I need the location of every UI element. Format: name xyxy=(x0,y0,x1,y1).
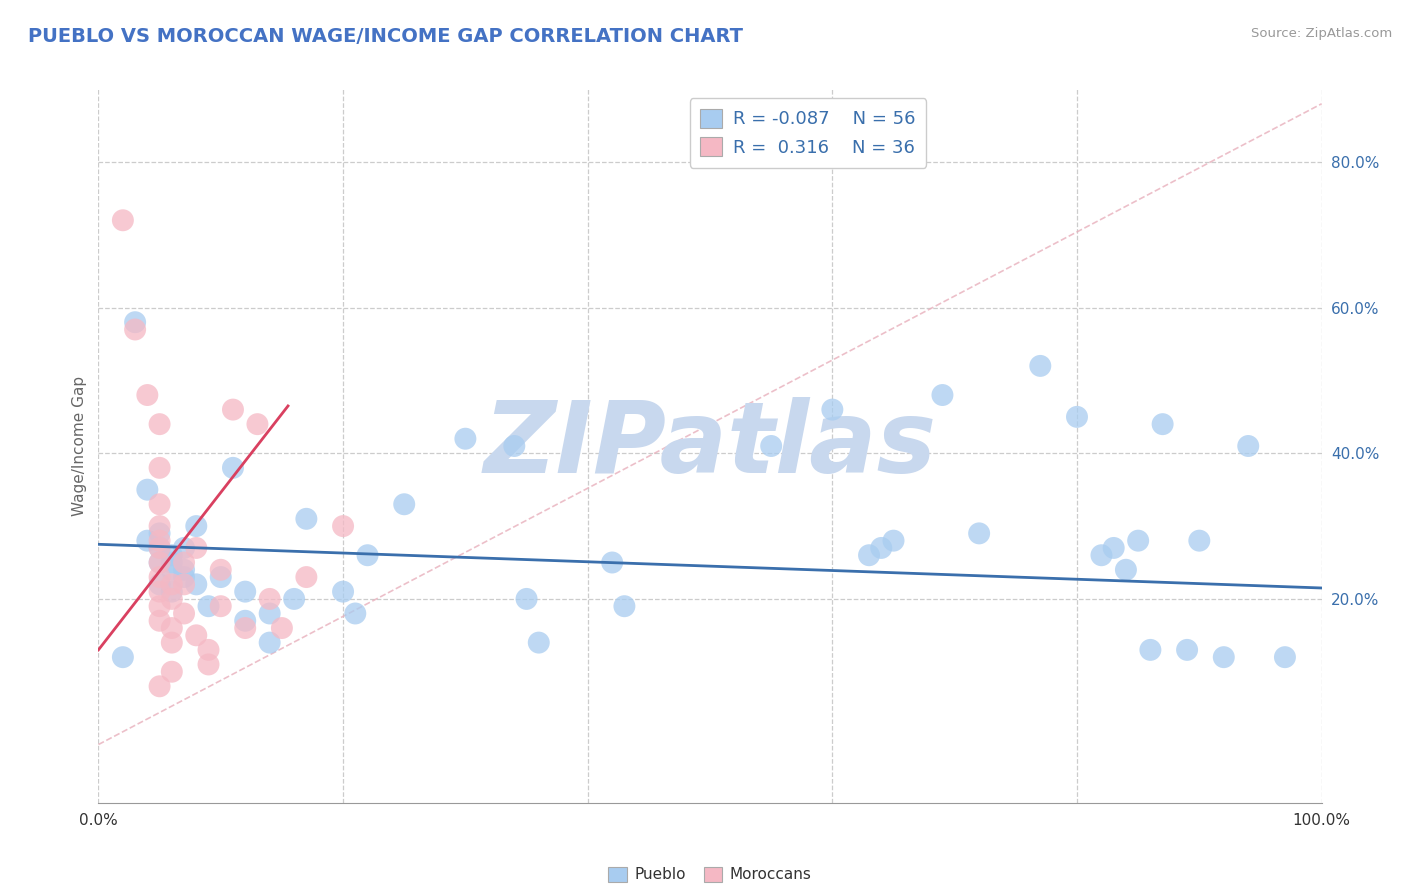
Point xyxy=(173,577,195,591)
Point xyxy=(136,533,159,548)
Point xyxy=(149,541,172,555)
Point xyxy=(197,643,219,657)
Point xyxy=(173,570,195,584)
Point xyxy=(222,402,245,417)
Point xyxy=(761,439,783,453)
Point xyxy=(295,512,318,526)
Point xyxy=(149,519,172,533)
Point xyxy=(173,556,195,570)
Point xyxy=(454,432,477,446)
Point xyxy=(1274,650,1296,665)
Point xyxy=(124,322,146,336)
Point xyxy=(515,591,537,606)
Point xyxy=(1212,650,1234,665)
Point xyxy=(233,621,256,635)
Point xyxy=(149,533,172,548)
Point xyxy=(136,388,159,402)
Point xyxy=(160,621,183,635)
Point xyxy=(149,570,172,584)
Point xyxy=(160,591,183,606)
Point xyxy=(160,635,183,649)
Point xyxy=(870,541,893,555)
Point xyxy=(613,599,636,614)
Point xyxy=(503,439,526,453)
Point xyxy=(186,541,208,555)
Point xyxy=(209,570,232,584)
Point xyxy=(233,584,256,599)
Point xyxy=(197,657,219,672)
Point xyxy=(1102,541,1125,555)
Point xyxy=(160,665,183,679)
Point xyxy=(259,607,281,621)
Point xyxy=(149,460,172,475)
Point xyxy=(186,519,208,533)
Point xyxy=(967,526,990,541)
Point xyxy=(270,621,294,635)
Point xyxy=(160,577,183,591)
Point xyxy=(149,584,172,599)
Point xyxy=(1128,533,1150,548)
Point xyxy=(332,519,354,533)
Point xyxy=(1066,409,1088,424)
Point xyxy=(259,591,281,606)
Point xyxy=(149,599,172,614)
Point xyxy=(1115,563,1137,577)
Point xyxy=(1139,643,1161,657)
Point xyxy=(259,635,281,649)
Point xyxy=(356,548,378,562)
Point xyxy=(111,213,134,227)
Point xyxy=(1237,439,1260,453)
Text: ZIPatlas: ZIPatlas xyxy=(484,398,936,494)
Point xyxy=(111,650,134,665)
Text: PUEBLO VS MOROCCAN WAGE/INCOME GAP CORRELATION CHART: PUEBLO VS MOROCCAN WAGE/INCOME GAP CORRE… xyxy=(28,27,744,45)
Point xyxy=(344,607,367,621)
Point xyxy=(149,556,172,570)
Point xyxy=(209,599,232,614)
Point xyxy=(295,570,318,584)
Point xyxy=(149,679,172,693)
Point xyxy=(527,635,550,649)
Point xyxy=(332,584,354,599)
Point xyxy=(160,548,183,562)
Point xyxy=(283,591,305,606)
Legend: Pueblo, Moroccans: Pueblo, Moroccans xyxy=(602,861,818,888)
Point xyxy=(197,599,219,614)
Point xyxy=(186,577,208,591)
Point xyxy=(1029,359,1052,373)
Point xyxy=(149,417,172,432)
Point xyxy=(149,614,172,628)
Point xyxy=(160,556,183,570)
Point xyxy=(209,563,232,577)
Point xyxy=(136,483,159,497)
Point xyxy=(149,541,172,555)
Point xyxy=(233,614,256,628)
Point xyxy=(160,563,183,577)
Point xyxy=(1188,533,1211,548)
Point xyxy=(173,541,195,555)
Y-axis label: Wage/Income Gap: Wage/Income Gap xyxy=(72,376,87,516)
Point xyxy=(858,548,880,562)
Point xyxy=(149,577,172,591)
Point xyxy=(1090,548,1112,562)
Point xyxy=(600,556,623,570)
Point xyxy=(931,388,953,402)
Point xyxy=(1175,643,1198,657)
Point xyxy=(392,497,416,511)
Point xyxy=(173,563,195,577)
Point xyxy=(222,460,245,475)
Point xyxy=(149,497,172,511)
Point xyxy=(160,584,183,599)
Point xyxy=(173,607,195,621)
Point xyxy=(149,556,172,570)
Point xyxy=(124,315,146,329)
Point xyxy=(1152,417,1174,432)
Point xyxy=(883,533,905,548)
Point xyxy=(821,402,844,417)
Point xyxy=(186,628,208,642)
Point xyxy=(149,526,172,541)
Point xyxy=(246,417,269,432)
Text: Source: ZipAtlas.com: Source: ZipAtlas.com xyxy=(1251,27,1392,40)
